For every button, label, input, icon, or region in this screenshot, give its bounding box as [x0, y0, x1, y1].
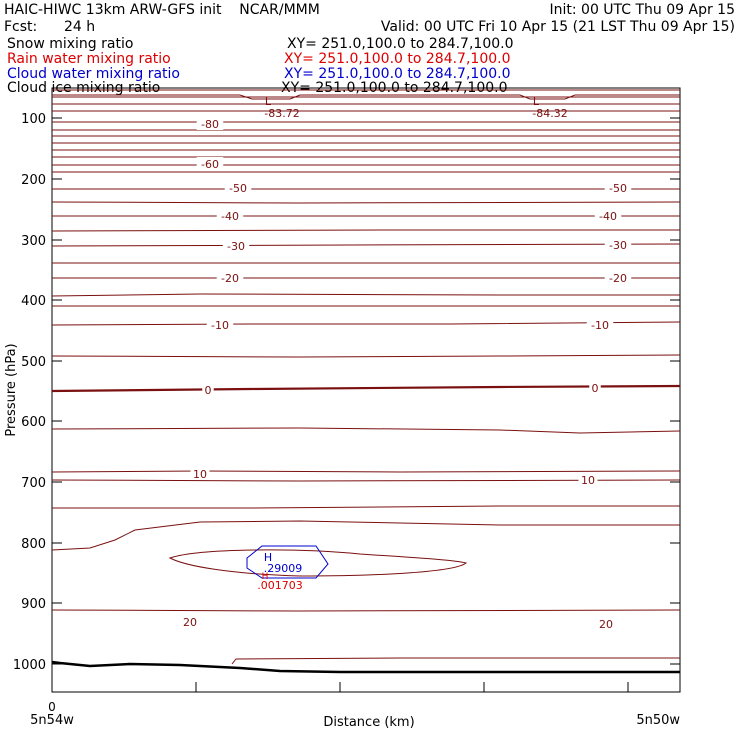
y-tick-label: 600 — [21, 415, 46, 430]
contour-label-bg — [578, 473, 598, 486]
temperature-contour — [51, 470, 681, 473]
contour-label-bg — [224, 181, 252, 194]
temperature-contour — [52, 505, 680, 509]
contour-label: -80 — [201, 118, 219, 131]
cloud-water-contour — [246, 545, 329, 579]
contour-label: 0 — [592, 382, 599, 395]
temperature-contour — [51, 229, 680, 232]
high-center-symbol: H — [264, 551, 272, 564]
temperature-contour — [51, 201, 681, 204]
contour-label: 20 — [599, 618, 613, 631]
y-tick-label: 900 — [21, 597, 46, 612]
legend-cloudwater-name: Cloud water mixing ratio — [7, 66, 180, 82]
temperature-contour — [51, 243, 681, 247]
contour-label-bg — [222, 239, 250, 252]
terrain-line — [51, 660, 680, 674]
temperature-contour — [52, 94, 680, 100]
y-tick-label: 800 — [21, 537, 46, 552]
contour-label-bg — [589, 381, 601, 394]
rain-high-symbol: H — [262, 572, 269, 582]
contour-label-bg — [196, 117, 224, 130]
contour-label-bg — [190, 467, 210, 480]
x-end-label: 5n50w — [636, 713, 680, 728]
y-tick-label: 200 — [21, 173, 46, 188]
contour-label-bg — [196, 157, 224, 170]
valid-time: Valid: 00 UTC Fri 10 Apr 15 (21 LST Thu … — [380, 19, 735, 35]
contour-label: -40 — [221, 210, 239, 223]
legend-snow-xy: XY= 251.0,100.0 to 284.7,100.0 — [287, 36, 514, 52]
contour-label-bg — [604, 181, 632, 194]
contour-label-bg — [216, 209, 244, 222]
legend-rain-name: Rain water mixing ratio — [7, 51, 171, 67]
contour-label: -60 — [201, 158, 219, 171]
y-tick-label: 700 — [21, 476, 46, 491]
rain-contour — [168, 549, 468, 577]
contour-label: -20 — [609, 272, 627, 285]
contour-label: -50 — [609, 182, 627, 195]
legend-rain-xy: XY= 251.0,100.0 to 284.7,100.0 — [284, 51, 511, 67]
contour-label-bg — [206, 318, 234, 331]
temperature-contour — [51, 427, 681, 434]
y-axis-title: Pressure (hPa) — [4, 343, 19, 436]
x-start-label: 5n54w — [30, 713, 74, 728]
contour-label: -10 — [591, 319, 609, 332]
temperature-contour — [51, 609, 681, 612]
init-time: Init: 00 UTC Thu 09 Apr 15 — [549, 2, 735, 18]
y-tick-label: 500 — [21, 355, 46, 370]
contour-label: 10 — [581, 474, 595, 487]
low-center-symbol: L — [265, 95, 272, 108]
contour-label: -20 — [221, 272, 239, 285]
temperature-contour — [51, 354, 681, 358]
forecast-hours: 24 h — [64, 19, 96, 35]
low-center-value: -84.32 — [532, 107, 567, 120]
contour-label-bg — [202, 383, 214, 396]
legend-snow-name: Snow mixing ratio — [7, 36, 134, 52]
contour-label: 10 — [193, 468, 207, 481]
contour-label: -30 — [227, 240, 245, 253]
x-axis-title: Distance (km) — [323, 715, 414, 730]
contour-label: -30 — [609, 239, 627, 252]
y-tick-label: 1000 — [13, 658, 46, 673]
legend-cloudwater-xy: XY= 251.0,100.0 to 284.7,100.0 — [284, 66, 511, 82]
run-title: HAIC-HIWC 13km ARW-GFS init NCAR/MMM — [4, 2, 320, 18]
contour-label: -10 — [211, 319, 229, 332]
contour-label-bg — [586, 318, 614, 331]
y-tick-label: 100 — [21, 112, 46, 127]
contour-label-bg — [216, 271, 244, 284]
temperature-contour — [51, 293, 680, 297]
temperature-contour — [51, 520, 680, 551]
y-tick-label: 400 — [21, 294, 46, 309]
x-tick-label-zero: 0 — [48, 700, 56, 714]
temperature-contour — [51, 479, 681, 482]
low-center-symbol: L — [533, 95, 540, 108]
temperature-contour — [51, 321, 681, 326]
contour-label: -50 — [229, 182, 247, 195]
contour-label-bg — [180, 615, 200, 628]
contour-label-bg — [594, 209, 622, 222]
contour-label-bg — [604, 238, 632, 251]
temperature-contour — [231, 657, 680, 665]
contour-label: 20 — [183, 616, 197, 629]
contour-label-bg — [604, 271, 632, 284]
rain-water-max-value: .001703 — [257, 579, 303, 592]
freezing-level-contour — [51, 384, 681, 393]
contour-label: 0 — [205, 384, 212, 397]
contour-label: -40 — [599, 210, 617, 223]
low-center-value: -83.72 — [264, 107, 299, 120]
y-tick-label: 300 — [21, 234, 46, 249]
cloud-water-max-value: .29009 — [264, 562, 303, 575]
contour-label-bg — [596, 617, 616, 630]
forecast-label: Fcst: — [4, 19, 38, 35]
